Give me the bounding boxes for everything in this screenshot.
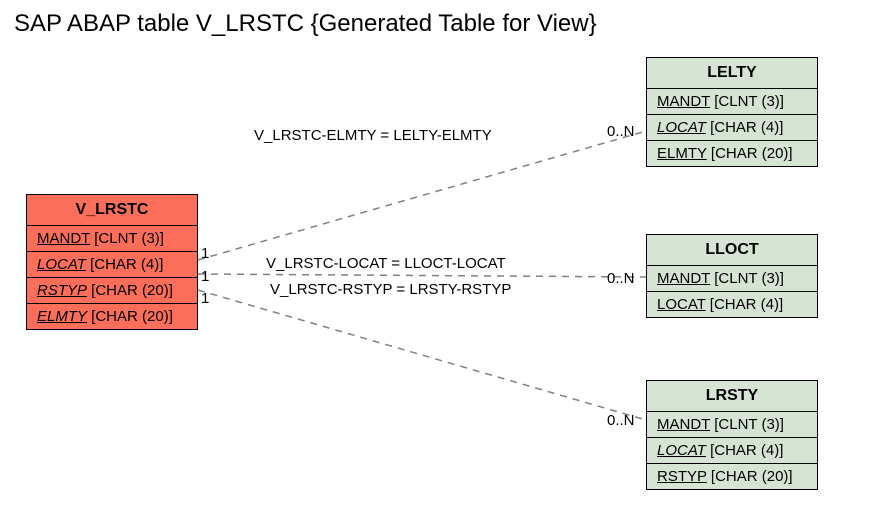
cardinality-from: 1 <box>201 268 209 285</box>
cardinality-to: 0..N <box>607 412 635 429</box>
field-type: [CHAR (4)] <box>706 119 784 136</box>
edge-line <box>198 131 646 260</box>
field-key: LOCAT <box>657 442 706 459</box>
field-type: [CLNT (3)] <box>710 93 784 110</box>
cardinality-from: 1 <box>201 290 209 307</box>
entity-row: MANDT [CLNT (3)] <box>647 266 817 292</box>
cardinality-from: 1 <box>201 245 209 262</box>
field-key: LOCAT <box>657 119 706 136</box>
entity-row: MANDT [CLNT (3)] <box>647 89 817 115</box>
entity-header: LRSTY <box>647 381 817 412</box>
entity-row: RSTYP [CHAR (20)] <box>647 464 817 489</box>
field-type: [CLNT (3)] <box>710 416 784 433</box>
entity-row: RSTYP [CHAR (20)] <box>27 278 197 304</box>
field-key: RSTYP <box>37 282 87 299</box>
field-type: [CHAR (4)] <box>706 442 784 459</box>
field-type: [CHAR (4)] <box>706 296 784 313</box>
field-type: [CHAR (20)] <box>87 308 173 325</box>
edge-label: V_LRSTC-RSTYP = LRSTY-RSTYP <box>270 281 511 298</box>
entity-row: LOCAT [CHAR (4)] <box>647 115 817 141</box>
field-type: [CHAR (4)] <box>86 256 164 273</box>
field-key: MANDT <box>37 230 90 247</box>
field-key: MANDT <box>657 270 710 287</box>
edge-line <box>198 290 646 420</box>
field-key: RSTYP <box>657 468 707 485</box>
cardinality-to: 0..N <box>607 270 635 287</box>
entity-row: LOCAT [CHAR (4)] <box>647 292 817 317</box>
field-type: [CLNT (3)] <box>90 230 164 247</box>
edge-line <box>198 274 646 277</box>
entity-row: MANDT [CLNT (3)] <box>27 226 197 252</box>
field-type: [CLNT (3)] <box>710 270 784 287</box>
entity-lrsty: LRSTYMANDT [CLNT (3)]LOCAT [CHAR (4)]RST… <box>646 380 818 490</box>
edge-label: V_LRSTC-ELMTY = LELTY-ELMTY <box>254 127 492 144</box>
entity-header: LELTY <box>647 58 817 89</box>
field-key: LOCAT <box>37 256 86 273</box>
edge-label: V_LRSTC-LOCAT = LLOCT-LOCAT <box>266 255 506 272</box>
page-title: SAP ABAP table V_LRSTC {Generated Table … <box>14 10 597 38</box>
entity-lloct: LLOCTMANDT [CLNT (3)]LOCAT [CHAR (4)] <box>646 234 818 318</box>
entity-row: ELMTY [CHAR (20)] <box>647 141 817 166</box>
entity-lelty: LELTYMANDT [CLNT (3)]LOCAT [CHAR (4)]ELM… <box>646 57 818 167</box>
field-key: MANDT <box>657 416 710 433</box>
field-key: ELMTY <box>657 145 707 162</box>
field-type: [CHAR (20)] <box>707 468 793 485</box>
entity-header: LLOCT <box>647 235 817 266</box>
entity-row: LOCAT [CHAR (4)] <box>27 252 197 278</box>
entity-v_lrstc: V_LRSTCMANDT [CLNT (3)]LOCAT [CHAR (4)]R… <box>26 194 198 330</box>
field-type: [CHAR (20)] <box>87 282 173 299</box>
entity-row: MANDT [CLNT (3)] <box>647 412 817 438</box>
cardinality-to: 0..N <box>607 123 635 140</box>
field-type: [CHAR (20)] <box>707 145 793 162</box>
field-key: MANDT <box>657 93 710 110</box>
entity-header: V_LRSTC <box>27 195 197 226</box>
entity-row: ELMTY [CHAR (20)] <box>27 304 197 329</box>
field-key: ELMTY <box>37 308 87 325</box>
field-key: LOCAT <box>657 296 706 313</box>
entity-row: LOCAT [CHAR (4)] <box>647 438 817 464</box>
